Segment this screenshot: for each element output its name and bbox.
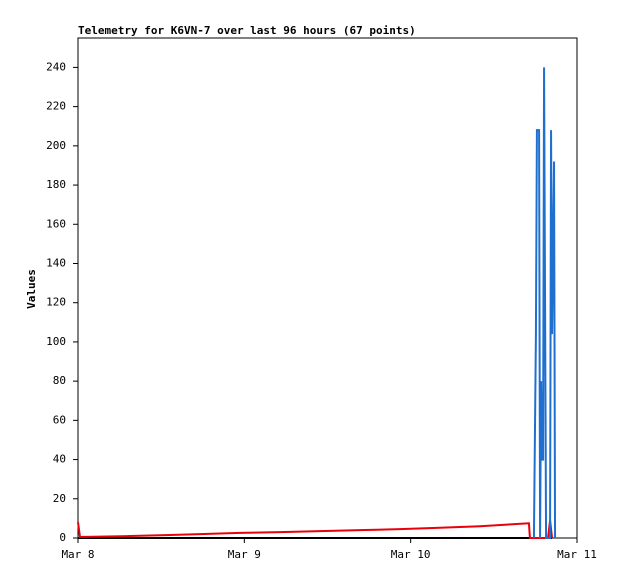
y-tick-label: 220 xyxy=(46,100,66,113)
y-tick-label: 240 xyxy=(46,60,66,73)
y-tick-label: 160 xyxy=(46,217,66,230)
y-tick-label: 200 xyxy=(46,139,66,152)
x-tick-label: Mar 9 xyxy=(228,548,261,561)
x-tick-label: Mar 8 xyxy=(61,548,94,561)
chart-title: Telemetry for K6VN-7 over last 96 hours … xyxy=(78,24,416,37)
y-tick-label: 180 xyxy=(46,178,66,191)
y-tick-label: 100 xyxy=(46,335,66,348)
y-tick-label: 140 xyxy=(46,256,66,269)
y-tick-label: 0 xyxy=(59,531,66,544)
series-line xyxy=(77,520,554,539)
plot-frame xyxy=(77,37,578,539)
y-tick-label: 60 xyxy=(53,413,66,426)
series-line xyxy=(532,67,557,539)
x-tick-label: Mar 11 xyxy=(557,548,597,561)
y-tick-label: 120 xyxy=(46,296,66,309)
y-axis-label: Values xyxy=(25,269,38,309)
y-tick-label: 20 xyxy=(53,492,66,505)
x-tick-label: Mar 10 xyxy=(391,548,431,561)
y-tick-label: 40 xyxy=(53,453,66,466)
y-tick-label: 80 xyxy=(53,374,66,387)
